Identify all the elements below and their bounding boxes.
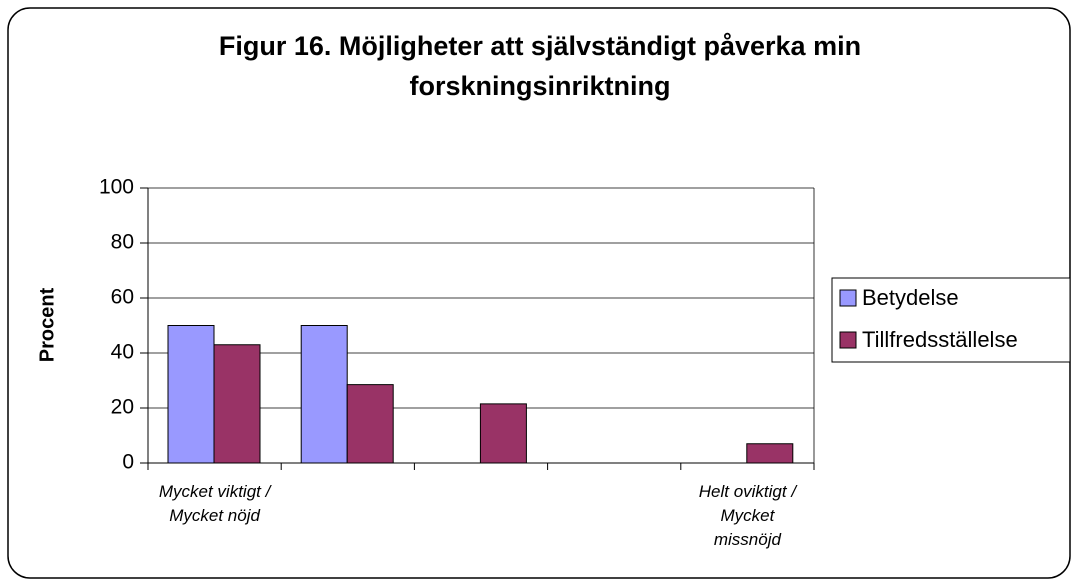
x-tick-label: Mycket viktigt / Mycket nöjd xyxy=(158,482,271,525)
bar xyxy=(746,443,794,464)
bar xyxy=(346,384,394,464)
y-tick-label: 60 xyxy=(111,286,134,309)
legend-label: Tillfredsställelse xyxy=(862,327,1018,352)
y-tick-label: 0 xyxy=(122,451,134,474)
y-tick-label: 20 xyxy=(111,396,134,419)
y-tick-label: 80 xyxy=(111,231,134,254)
legend xyxy=(831,277,1071,363)
y-axis-label: Procent xyxy=(36,287,58,362)
legend-swatch xyxy=(839,289,857,307)
chart-title: Figur 16. Möjligheter att självständigt … xyxy=(218,31,862,101)
bar xyxy=(479,403,527,464)
y-tick-label: 40 xyxy=(111,341,134,364)
x-tick-label: Helt oviktigt / Mycket missnöjd xyxy=(698,482,797,549)
bar xyxy=(213,344,261,464)
bar xyxy=(167,325,215,464)
legend-swatch xyxy=(839,331,857,349)
y-tick-label: 100 xyxy=(99,176,134,199)
bar xyxy=(300,325,348,464)
legend-label: Betydelse xyxy=(862,285,959,310)
